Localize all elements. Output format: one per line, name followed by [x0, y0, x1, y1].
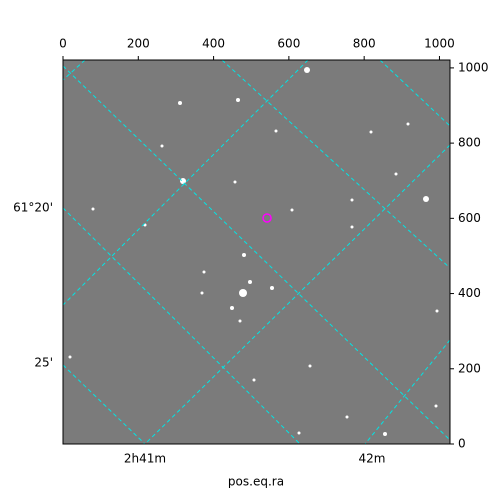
x-tick-label: 800 [353, 37, 376, 51]
y-tick-label: 800 [458, 136, 481, 150]
x-tick-label: 1000 [424, 37, 455, 51]
y-tick-label: 400 [458, 286, 481, 300]
target-marker [262, 213, 272, 223]
ra-tick-label: 2h41m [124, 452, 166, 466]
y-tick-label: 1000 [458, 60, 489, 74]
x-axis-label: pos.eq.ra [228, 475, 284, 489]
image-background [63, 60, 450, 444]
dec-tick-label: 61°20' [13, 201, 53, 215]
coordinate-grid [62, 59, 451, 445]
axes-frame [62, 59, 451, 445]
y-tick-label: 200 [458, 361, 481, 375]
ra-tick-label: 42m [359, 452, 386, 466]
x-tick-label: 200 [127, 37, 150, 51]
x-tick-label: 600 [277, 37, 300, 51]
dec-tick-label: 25' [34, 356, 53, 370]
x-tick-label: 0 [59, 37, 67, 51]
stars [68, 67, 439, 436]
y-tick-label: 600 [458, 211, 481, 225]
y-tick-label: 0 [458, 437, 466, 451]
x-tick-label: 400 [202, 37, 225, 51]
